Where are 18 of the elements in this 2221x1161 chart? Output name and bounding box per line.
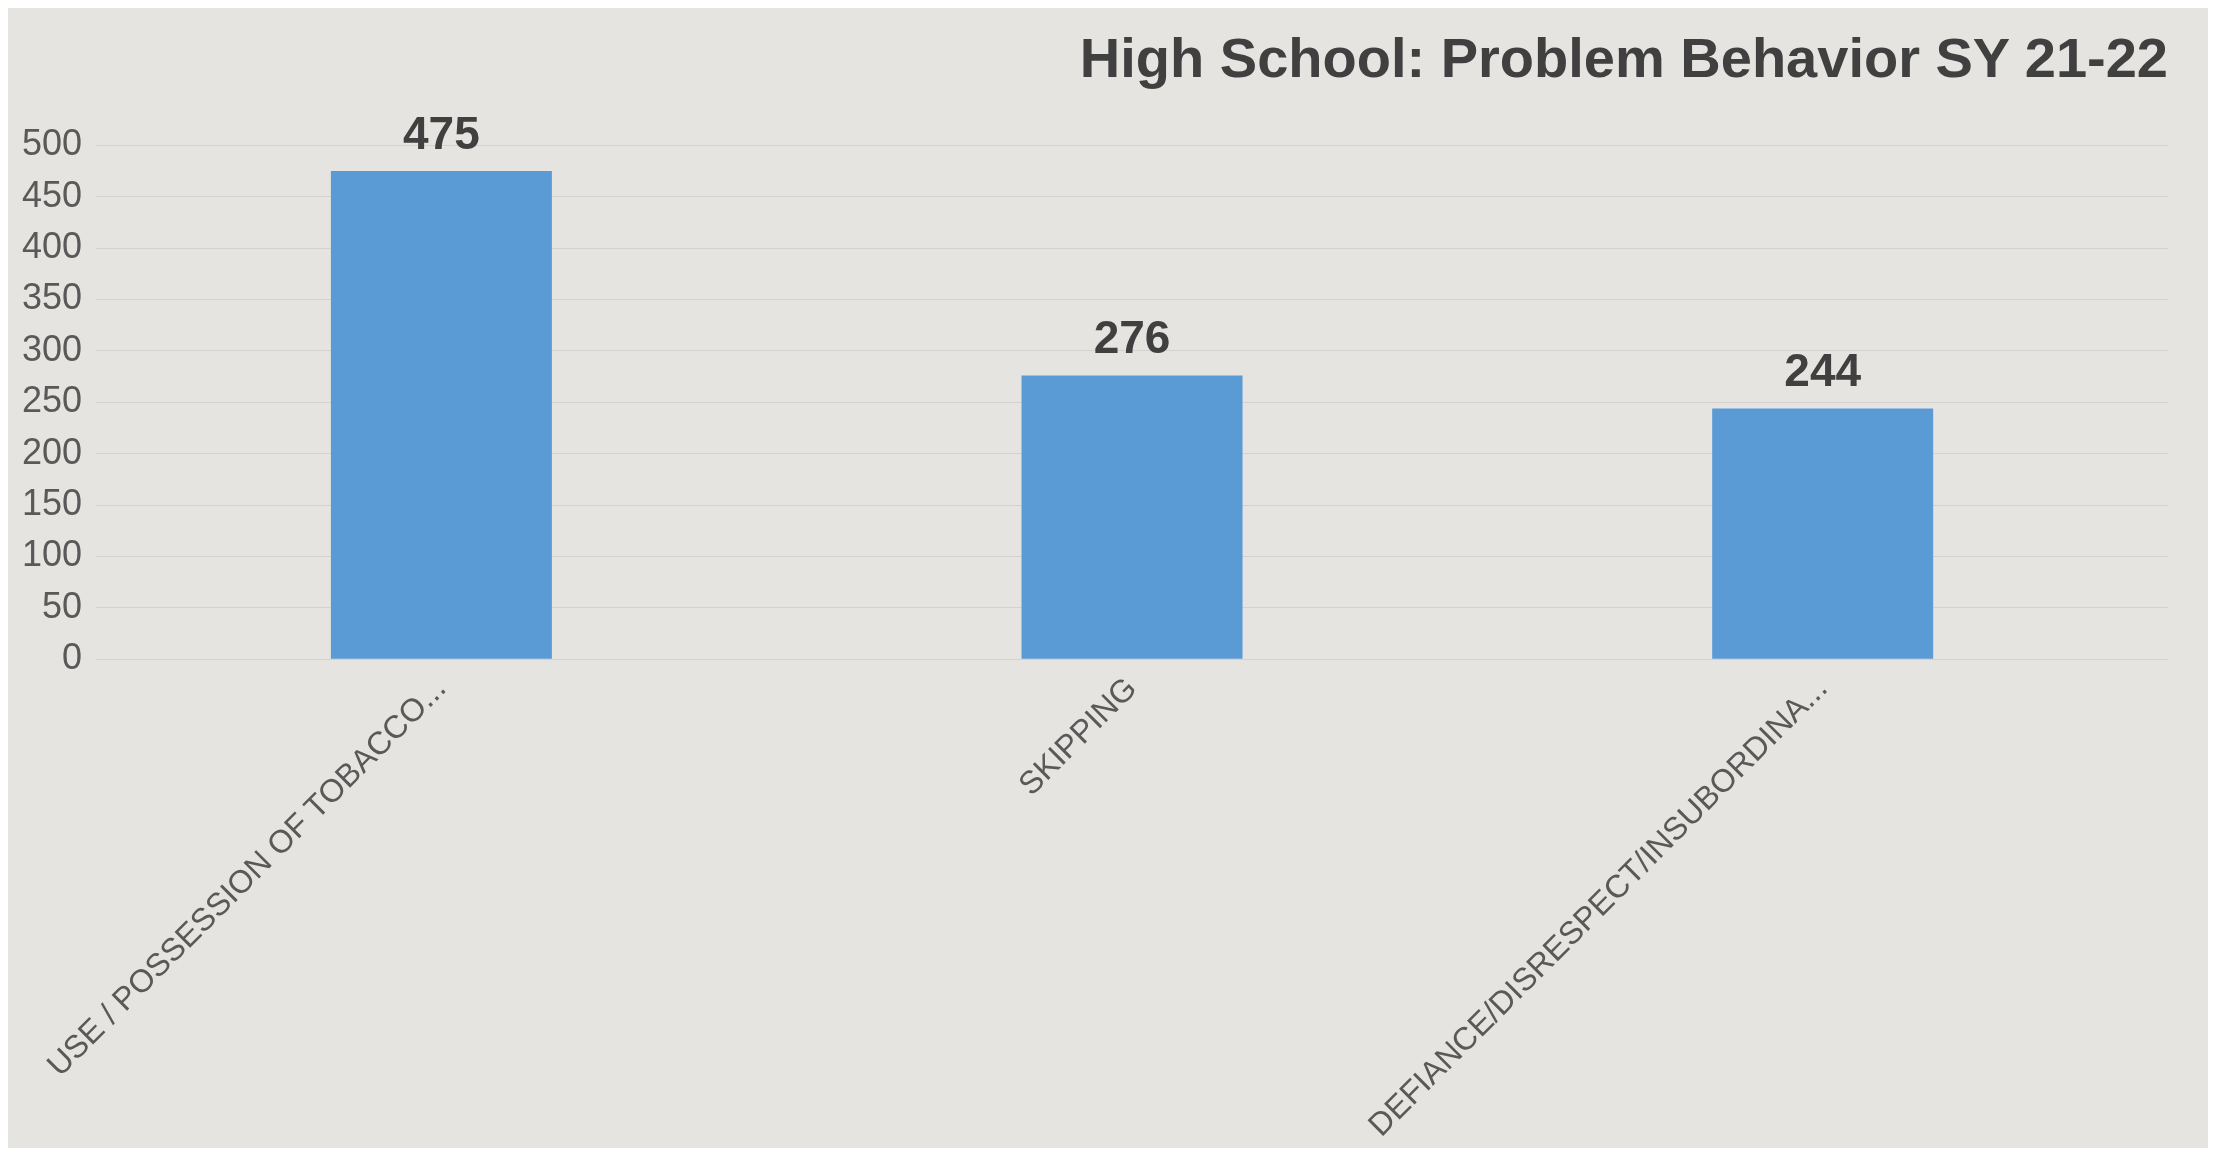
data-label: 244 <box>1784 344 1862 397</box>
y-tick-label: 50 <box>42 584 83 626</box>
y-tick-label: 350 <box>21 276 83 318</box>
y-tick-label: 200 <box>21 430 83 472</box>
y-tick-label: 100 <box>21 533 83 575</box>
y-tick-label: 450 <box>21 173 83 215</box>
bar <box>1021 375 1243 659</box>
y-tick-label: 250 <box>21 379 83 421</box>
data-label: 475 <box>403 106 480 159</box>
data-label: 276 <box>1093 311 1171 364</box>
y-tick-label: 0 <box>62 636 83 678</box>
y-tick-label: 150 <box>21 481 83 523</box>
chart-title: High School: Problem Behavior SY 21-22 <box>1079 26 2168 90</box>
y-tick-label: 300 <box>21 327 83 369</box>
y-tick-label: 400 <box>21 224 83 266</box>
y-tick-label: 500 <box>21 122 83 164</box>
bar <box>330 170 552 659</box>
bar <box>1712 408 1934 659</box>
